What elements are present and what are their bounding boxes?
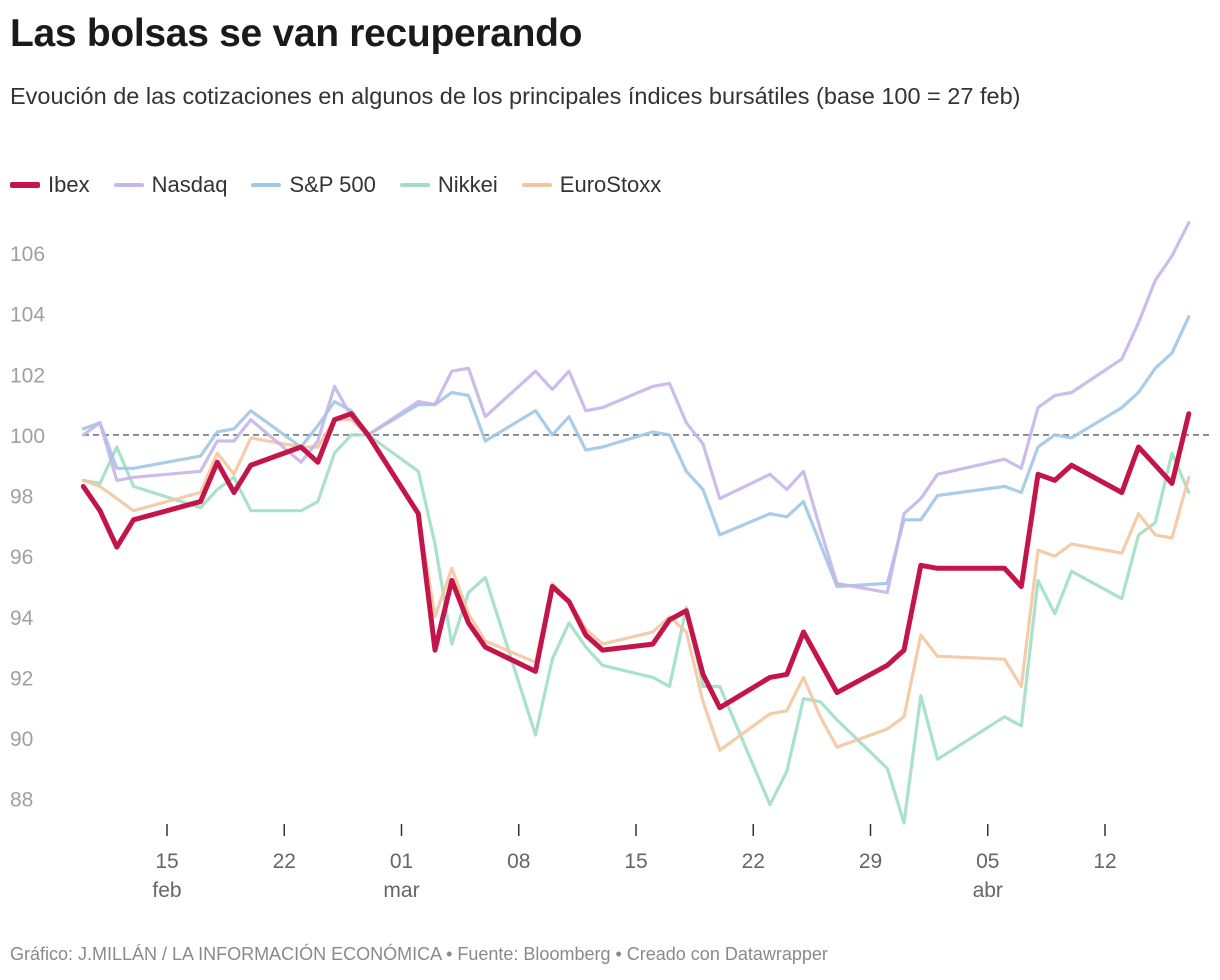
x-tick-label: 01 — [390, 850, 413, 873]
series-line-eurostoxx — [81, 418, 1191, 752]
legend-item-eurostoxx: EuroStoxx — [521, 172, 662, 198]
legend-item-nikkei: Nikkei — [399, 172, 498, 198]
footer-credits: Gráfico: J.MILLÁN / LA INFORMACIÓN ECONÓ… — [10, 944, 828, 964]
y-tick-label: 92 — [10, 667, 33, 690]
legend-label: S&P 500 — [289, 172, 376, 197]
x-tick-label: 08 — [507, 850, 530, 873]
x-tick-label: 15 — [624, 850, 647, 873]
legend-swatch — [10, 182, 40, 188]
series-line-nikkei — [81, 433, 1191, 825]
y-tick-label: 90 — [10, 728, 33, 751]
legend-label: EuroStoxx — [559, 172, 662, 197]
x-tick-month-label: mar — [383, 879, 419, 902]
legend: Ibex Nasdaq S&P 500 Nikkei EuroStoxx — [10, 172, 661, 198]
y-tick-label: 104 — [10, 304, 45, 327]
x-tick-label: 05 — [976, 850, 999, 873]
legend-swatch — [521, 183, 552, 187]
legend-swatch — [251, 183, 282, 187]
series-line-s-p-500 — [81, 315, 1191, 589]
legend-label: Nikkei — [437, 172, 498, 197]
x-tick-month-label: feb — [152, 879, 181, 902]
legend-item-nasdaq: Nasdaq — [113, 172, 228, 198]
x-tick-label: 15 — [155, 850, 178, 873]
chart-subtitle: Evoución de las cotizaciones en algunos … — [10, 83, 1021, 109]
legend-swatch — [399, 183, 430, 187]
y-tick-label: 102 — [10, 364, 45, 387]
legend-swatch — [113, 183, 144, 187]
legend-item-s-p-500: S&P 500 — [251, 172, 376, 198]
y-tick-label: 94 — [10, 607, 34, 630]
legend-label: Nasdaq — [151, 172, 228, 197]
x-tick-label: 22 — [273, 850, 296, 873]
chart-title: Las bolsas se van recuperando — [10, 12, 583, 55]
x-tick-label: 29 — [859, 850, 882, 873]
y-tick-label: 100 — [10, 425, 45, 448]
legend-item-ibex: Ibex — [10, 172, 90, 198]
y-tick-label: 88 — [10, 789, 33, 812]
series-line-ibex — [80, 411, 1192, 711]
x-tick-month-label: abr — [973, 879, 1003, 902]
x-tick-label: 22 — [742, 850, 765, 873]
legend-label: Ibex — [48, 172, 90, 197]
x-tick-label: 12 — [1093, 850, 1116, 873]
y-tick-label: 96 — [10, 546, 33, 569]
y-tick-label: 98 — [10, 486, 33, 509]
series-line-nasdaq — [81, 221, 1191, 595]
y-tick-label: 106 — [10, 243, 45, 266]
